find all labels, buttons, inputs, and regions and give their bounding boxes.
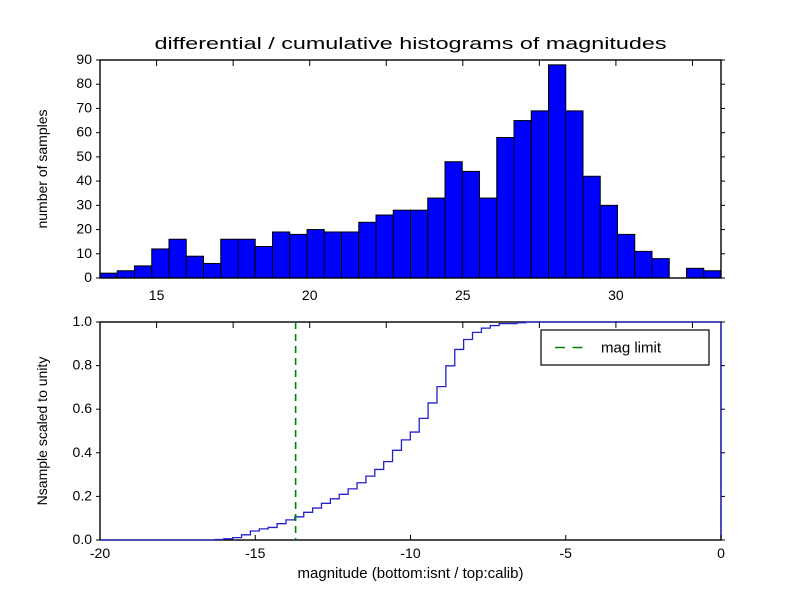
svg-text:-20: -20 <box>90 545 110 561</box>
svg-text:50: 50 <box>76 148 92 164</box>
svg-text:30: 30 <box>608 287 624 303</box>
svg-text:20: 20 <box>76 221 92 237</box>
svg-text:0: 0 <box>717 545 725 561</box>
svg-text:70: 70 <box>76 99 92 115</box>
svg-text:-5: -5 <box>560 545 573 561</box>
svg-text:0.4: 0.4 <box>73 444 93 460</box>
svg-text:25: 25 <box>455 287 471 303</box>
svg-text:1.0: 1.0 <box>73 313 93 329</box>
svg-text:mag limit: mag limit <box>601 340 662 357</box>
svg-text:60: 60 <box>76 124 92 140</box>
svg-text:0.2: 0.2 <box>73 487 93 503</box>
svg-text:magnitude (bottom:isnt / top:c: magnitude (bottom:isnt / top:calib) <box>298 565 524 582</box>
svg-text:-15: -15 <box>245 545 265 561</box>
svg-text:differential / cumulative hist: differential / cumulative histograms of … <box>155 34 667 53</box>
svg-text:-10: -10 <box>400 545 420 561</box>
svg-text:30: 30 <box>76 196 92 212</box>
svg-text:20: 20 <box>302 287 318 303</box>
svg-text:0.6: 0.6 <box>73 400 93 416</box>
svg-text:0.8: 0.8 <box>73 357 93 373</box>
svg-text:40: 40 <box>76 172 92 188</box>
svg-text:Nsample scaled to unity: Nsample scaled to unity <box>34 357 50 506</box>
svg-text:15: 15 <box>149 287 165 303</box>
svg-text:number of samples: number of samples <box>34 109 50 228</box>
svg-text:80: 80 <box>76 75 92 91</box>
svg-text:10: 10 <box>76 245 92 261</box>
svg-text:90: 90 <box>76 51 92 67</box>
svg-text:0: 0 <box>84 269 92 285</box>
